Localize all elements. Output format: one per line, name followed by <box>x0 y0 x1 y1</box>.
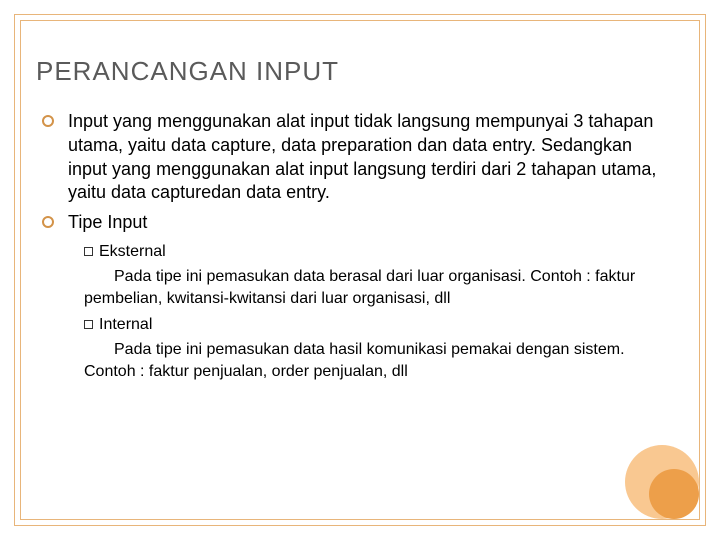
corner-decoration <box>625 445 699 519</box>
square-bullet-icon <box>84 247 93 256</box>
sub-bullet-desc: Pada tipe ini pemasukan data hasil komun… <box>84 339 662 382</box>
sub-bullet-item: Eksternal <box>84 241 662 263</box>
slide-body: Input yang menggunakan alat input tidak … <box>42 110 662 386</box>
bullet-marker-icon <box>42 216 54 228</box>
bullet-item: Input yang menggunakan alat input tidak … <box>42 110 662 205</box>
decoration-circle-inner <box>649 469 699 519</box>
sub-bullet-item: Internal <box>84 314 662 336</box>
bullet-item: Tipe Input <box>42 211 662 235</box>
square-bullet-icon <box>84 320 93 329</box>
bullet-text: Tipe Input <box>68 211 662 235</box>
bullet-text: Input yang menggunakan alat input tidak … <box>68 110 662 205</box>
slide: PERANCANGAN INPUT Input yang menggunakan… <box>0 0 720 540</box>
sub-bullet-label: Eksternal <box>99 243 166 260</box>
sub-bullets: Eksternal Pada tipe ini pemasukan data be… <box>84 241 662 383</box>
slide-title: PERANCANGAN INPUT <box>36 56 670 87</box>
sub-bullet-label: Internal <box>99 316 152 333</box>
bullet-marker-icon <box>42 115 54 127</box>
sub-bullet-desc: Pada tipe ini pemasukan data berasal dar… <box>84 266 662 309</box>
